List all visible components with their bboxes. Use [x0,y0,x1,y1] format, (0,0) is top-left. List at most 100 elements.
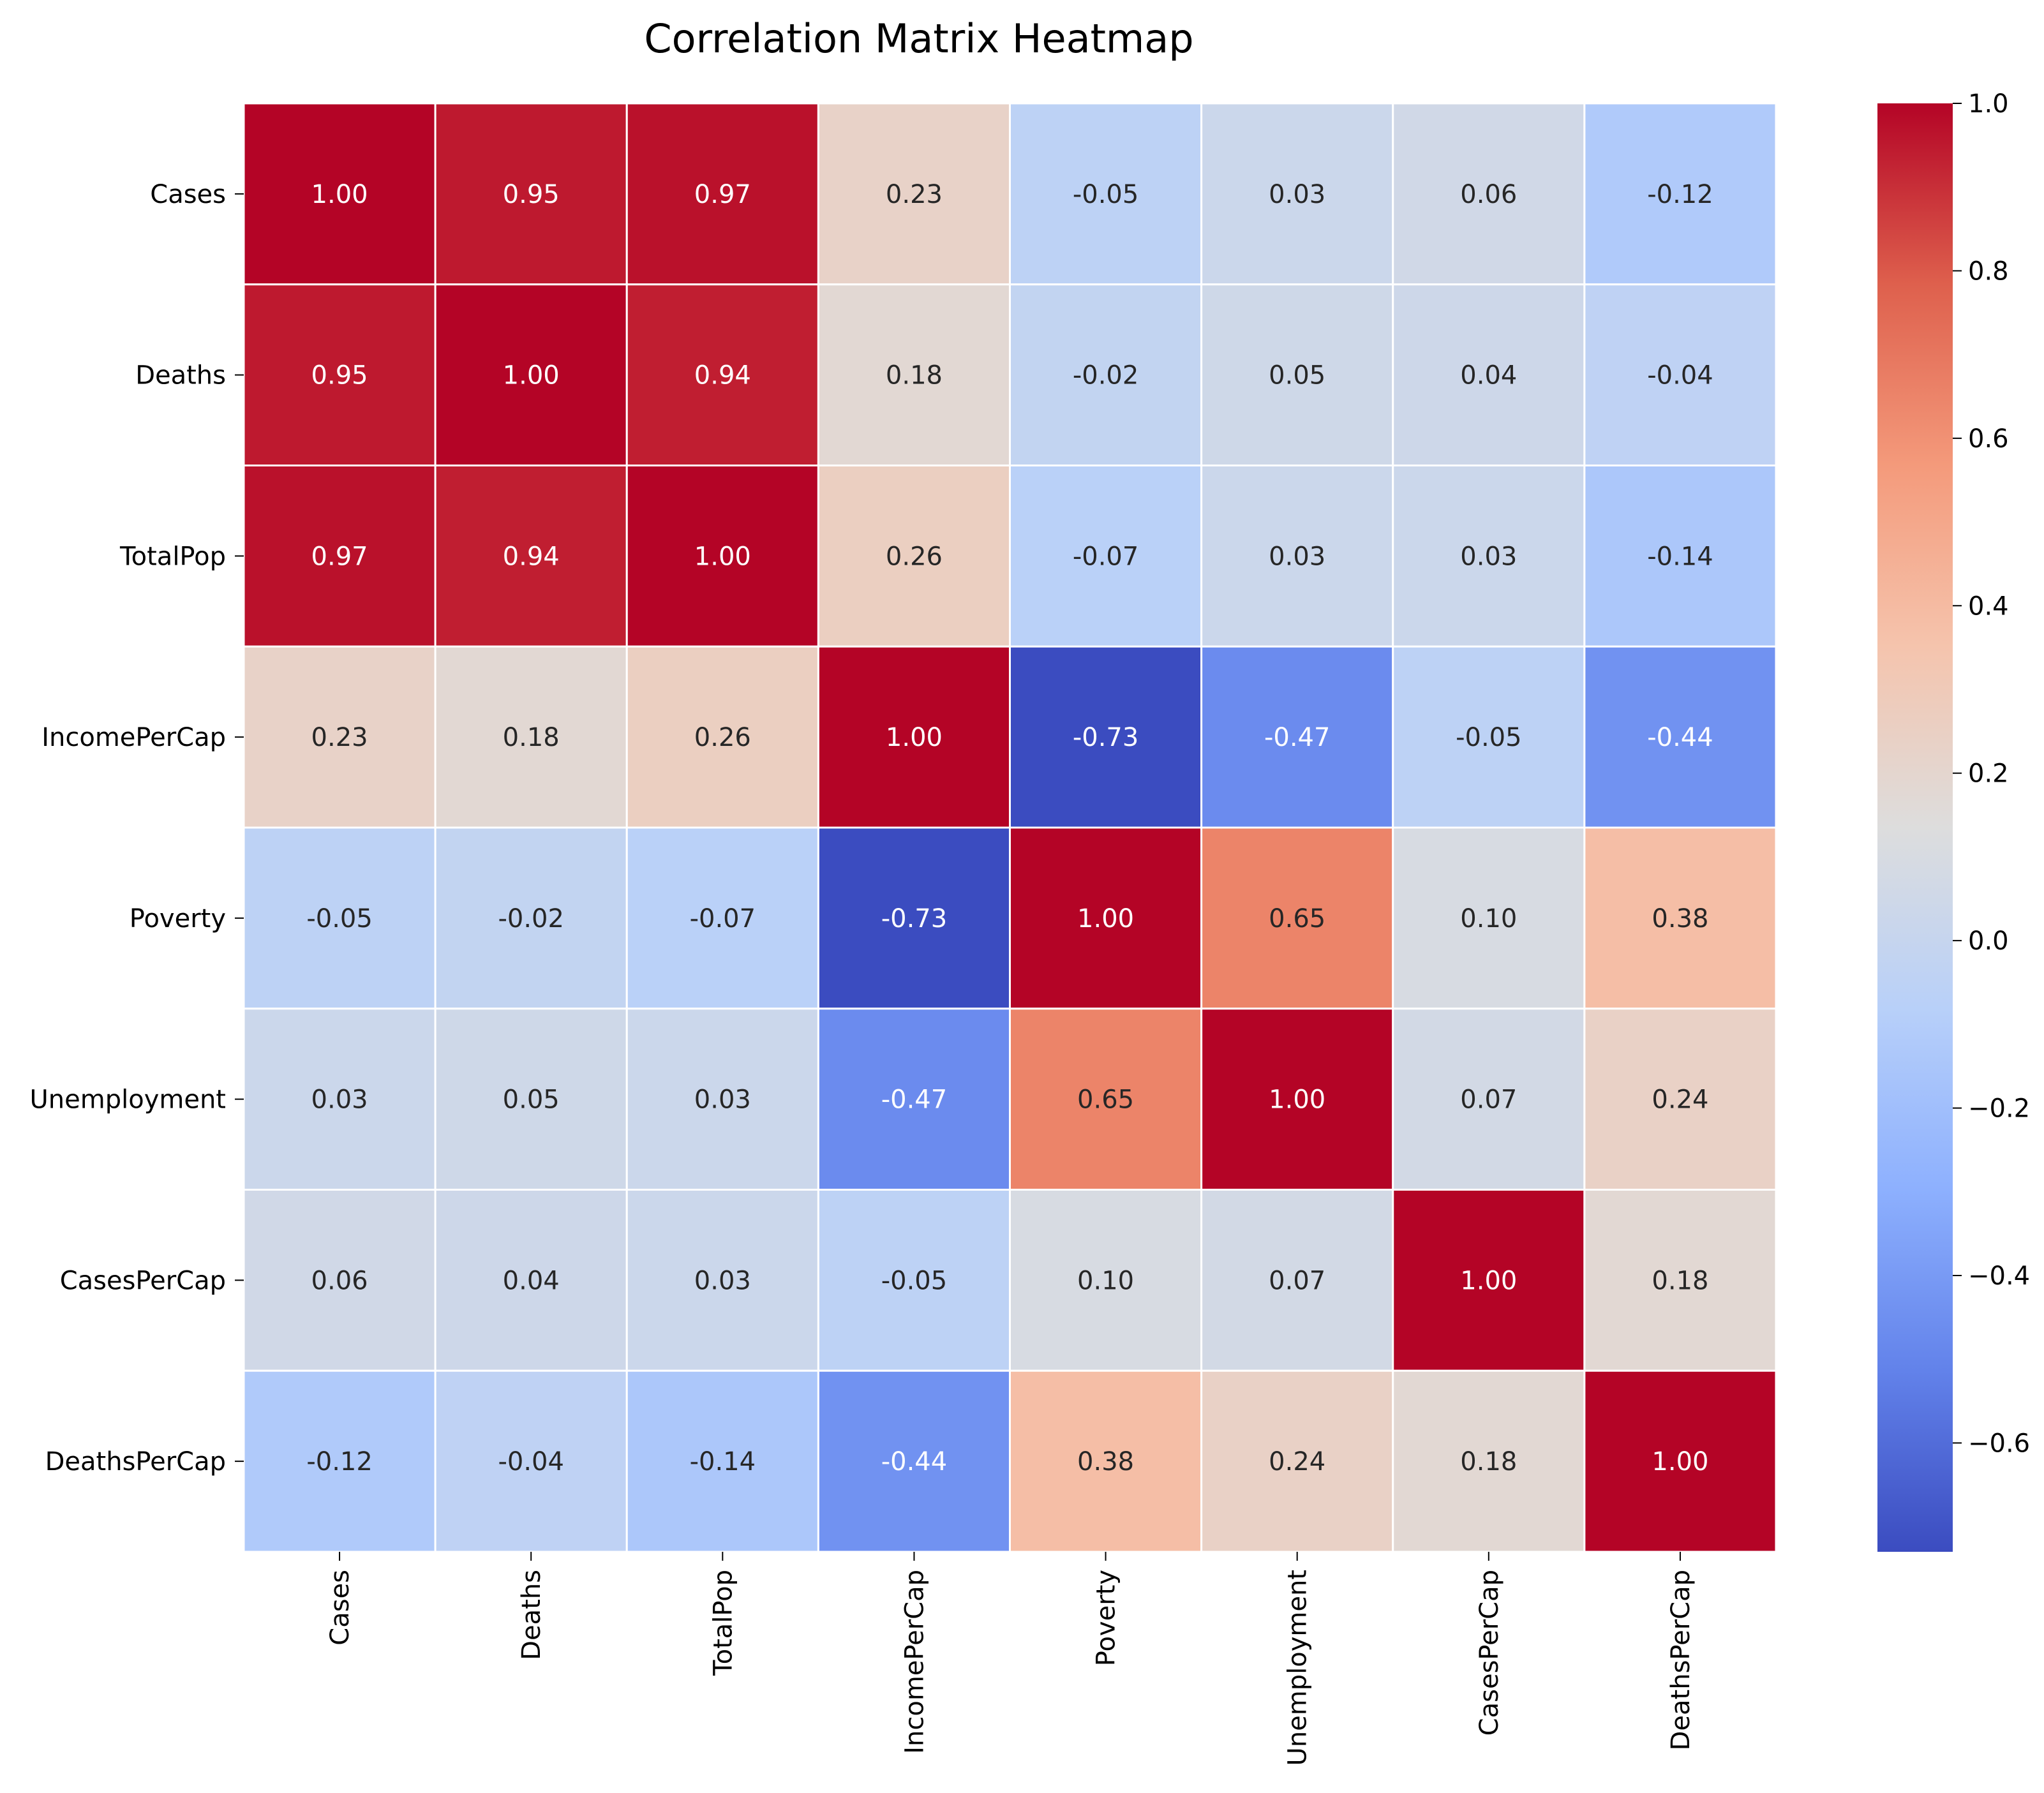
heatmap-cell [1200,1189,1394,1372]
colorbar-tick-label: 0.0 [1968,926,2009,956]
heatmap-cell [1200,283,1394,466]
cell-value-label: -0.73 [881,904,948,934]
cell-value-label: 0.04 [503,1266,560,1295]
cell-value-label: 0.95 [503,180,560,209]
heatmap-cell [1392,826,1586,1010]
cell-value-label: 0.07 [1460,1085,1517,1115]
x-axis: Cases Deaths TotalPop IncomePerCap Poverty Un… [325,1552,1696,1766]
cell-value-label: 0.23 [886,180,943,209]
heatmap-cell [625,1189,819,1372]
heatmap-cell [242,1189,436,1372]
cell-value-label: 0.07 [1269,1266,1325,1295]
cell-value-label: -0.05 [1073,180,1139,209]
cell-value-label: 0.10 [1460,904,1517,934]
y-tick-label: TotalPop [119,542,226,571]
cell-value-label: -0.04 [1647,361,1713,391]
cell-value-label: 0.06 [1460,180,1517,209]
cell-value-label: 0.06 [311,1266,368,1295]
heatmap-cell [1583,1369,1777,1553]
heatmap-cell [1200,465,1394,648]
x-tick-label: IncomePerCap [900,1570,929,1754]
heatmap-cell [817,465,1011,648]
colorbar-tick-label: 0.4 [1968,591,2009,621]
cell-value-label: 0.94 [503,542,560,571]
cell-value-label: 1.00 [1077,904,1134,934]
y-tick-label: DeathsPerCap [45,1447,226,1477]
cell-value-label: -0.02 [1073,361,1139,391]
x-tick-label: Deaths [517,1570,546,1660]
cell-value-label: 0.18 [1460,1447,1517,1477]
y-tick-label: IncomePerCap [41,723,226,752]
heatmap-cell [1009,283,1203,466]
heatmap-cell [434,1189,628,1372]
cell-value-label: 0.38 [1652,904,1708,934]
y-tick-label: Deaths [135,361,226,391]
cell-value-label: 0.97 [311,542,368,571]
heatmap-cell [1583,283,1777,466]
cell-value-label: 0.03 [311,1085,368,1115]
heatmap-cell [434,283,628,466]
heatmap-cell [1392,1189,1586,1372]
heatmap-cell [625,465,819,648]
cell-value-label: 0.03 [694,1085,751,1115]
cell-value-label: -0.14 [690,1447,756,1477]
cell-value-label: 0.95 [311,361,368,391]
x-tick-label: CasesPerCap [1475,1570,1504,1736]
cell-value-label: 0.94 [694,361,751,391]
cell-value-label: 0.97 [694,180,751,209]
heatmap-cell [1009,465,1203,648]
x-tick-label: TotalPop [708,1570,738,1676]
cell-value-label: 0.18 [886,361,943,391]
heatmap-cell [817,826,1011,1010]
cell-value-label: 1.00 [886,723,943,752]
x-tick-label: Cases [325,1570,355,1646]
colorbar-tick-label: 1.0 [1968,89,2009,119]
cell-value-label: 0.26 [694,723,751,752]
heatmap-cell [817,645,1011,829]
x-tick-label: Poverty [1092,1570,1121,1666]
cell-value-label: -0.05 [881,1266,948,1295]
heatmap-cell [625,1369,819,1553]
heatmap-cells [242,102,1777,1553]
y-tick-label: Poverty [130,904,226,934]
cell-value-label: 1.00 [503,361,560,391]
cell-value-label: 0.65 [1269,904,1325,934]
cell-value-label: 0.03 [1269,180,1325,209]
heatmap-cell [1583,102,1777,286]
colorbar-tick-label: 0.2 [1968,759,2009,789]
heatmap-cell [1583,826,1777,1010]
heatmap-cell [1009,102,1203,286]
cell-value-label: 0.05 [1269,361,1325,391]
heatmap-cell [1200,1008,1394,1191]
heatmap-cell [1392,1008,1586,1191]
cell-value-label: -0.47 [881,1085,948,1115]
cell-value-label: 0.24 [1269,1447,1325,1477]
cell-value-label: 1.00 [694,542,751,571]
colorbar: −0.6 −0.4 −0.2 0.0 0.2 0.4 0.6 0.8 1.0 [1877,89,2030,1552]
heatmap-cell [434,1008,628,1191]
cell-value-label: 0.38 [1077,1447,1134,1477]
heatmap-cell [625,1008,819,1191]
heatmap-cell [1583,1008,1777,1191]
heatmap-cell [1009,645,1203,829]
cell-value-label: -0.05 [1456,723,1522,752]
cell-value-label: -0.07 [1073,542,1139,571]
heatmap-cell [1009,826,1203,1010]
heatmap-cell [434,102,628,286]
cell-value-label: 0.18 [1652,1266,1708,1295]
heatmap-cell [242,465,436,648]
heatmap-cell [1009,1008,1203,1191]
cell-value-label: 0.24 [1652,1085,1708,1115]
cell-value-label: 0.03 [1460,542,1517,571]
cell-value-label: 0.18 [503,723,560,752]
y-tick-label: Unemployment [30,1085,226,1115]
heatmap-cell [434,465,628,648]
heatmap-cell [1583,1189,1777,1372]
cell-value-label: 0.05 [503,1085,560,1115]
cell-value-label: 0.03 [694,1266,751,1295]
heatmap-cell [242,102,436,286]
cell-value-label: 0.10 [1077,1266,1134,1295]
cell-value-label: 0.26 [886,542,943,571]
cell-value-label: -0.12 [1647,180,1713,209]
heatmap-cell [1009,1369,1203,1553]
